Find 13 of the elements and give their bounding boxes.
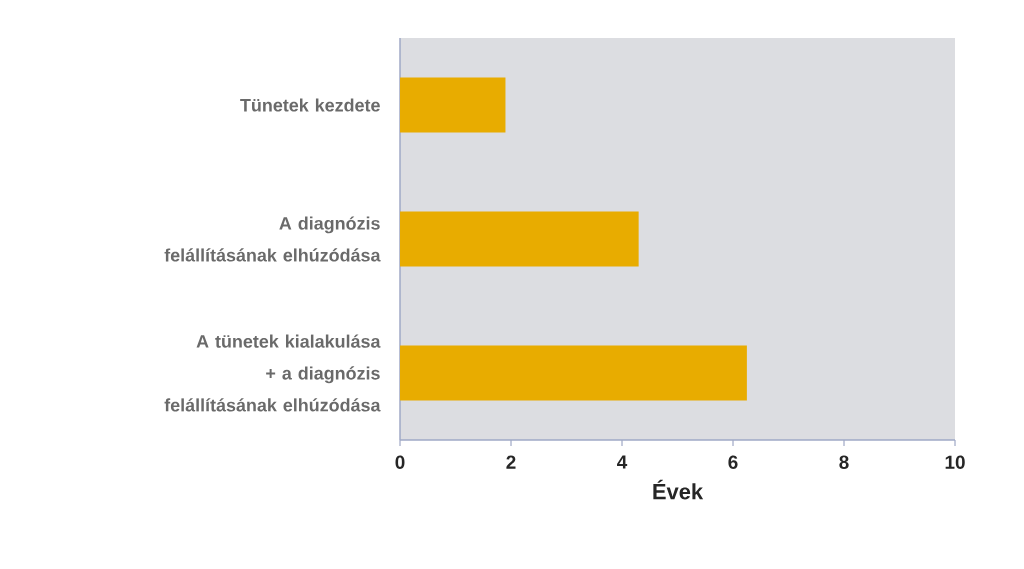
x-axis-title: Évek [653,479,704,500]
bar [400,211,639,267]
x-tick-label: 8 [839,455,849,469]
y-tick-label: A diagnózis felállításának elhúzódása [164,216,381,262]
x-tick-label: 4 [617,455,628,469]
y-tick-label: Tünetek kezdete [240,98,380,112]
x-tick-label: 6 [728,455,738,469]
x-tick-label: 10 [945,455,965,469]
bar [400,77,506,133]
y-tick-label: A tünetek kialakulása + a diagnózis felállításának elhúzódása [164,334,381,412]
x-tick-label: 0 [395,455,405,469]
x-tick-label: 2 [506,455,516,469]
bar [400,345,747,401]
